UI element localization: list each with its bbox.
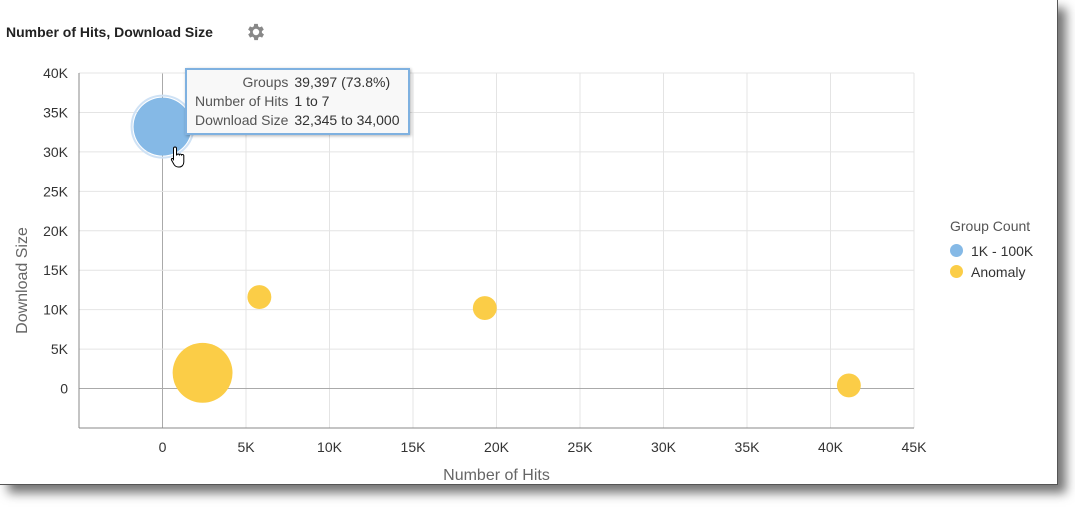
y-tick-label: 40K: [43, 65, 69, 81]
legend-swatch: [950, 244, 963, 257]
x-tick-label: 15K: [401, 439, 427, 455]
tooltip-label: Download Size: [195, 112, 289, 128]
x-tick-label: 25K: [568, 439, 594, 455]
x-tick-label: 40K: [818, 439, 844, 455]
y-tick-label: 15K: [43, 262, 69, 278]
x-tick-label: 35K: [735, 439, 761, 455]
legend: Group Count 1K - 100K Anomaly: [950, 218, 1033, 282]
legend-label: Anomaly: [971, 263, 1026, 280]
legend-item-anomaly[interactable]: Anomaly: [950, 261, 1033, 282]
y-tick-label: 5K: [51, 341, 69, 357]
chart-panel: [0, 0, 1058, 485]
tooltip-row: Groups 39,397 (73.8%): [192, 73, 403, 92]
x-axis-title: Number of Hits: [443, 467, 550, 484]
tooltip: Groups 39,397 (73.8%) Number of Hits 1 to …: [185, 68, 410, 135]
legend-title: Group Count: [950, 218, 1031, 234]
gear-icon[interactable]: [245, 21, 267, 43]
x-tick-label: 5K: [237, 439, 255, 455]
tooltip-value: 1 to 7: [294, 93, 330, 109]
chart-title: Number of Hits, Download Size: [6, 24, 213, 40]
legend-swatch: [950, 265, 963, 278]
y-tick-label: 0: [60, 381, 68, 397]
y-tick-label: 25K: [43, 183, 69, 199]
bubble[interactable]: [472, 296, 497, 321]
tooltip-label: Number of Hits: [195, 93, 289, 109]
tooltip-value: 39,397 (73.8%): [294, 74, 391, 90]
legend-label: 1K - 100K: [971, 242, 1034, 259]
y-tick-label: 30K: [43, 144, 69, 160]
tooltip-row: Number of Hits 1 to 7: [192, 92, 403, 111]
x-tick-label: 0: [159, 439, 167, 455]
tooltip-row: Download Size 32,345 to 34,000: [192, 111, 403, 130]
x-tick-label: 45K: [902, 439, 928, 455]
x-tick-label: 20K: [484, 439, 510, 455]
bubble[interactable]: [172, 342, 233, 403]
y-axis-title: Download Size: [14, 227, 31, 334]
tooltip-label: Groups: [242, 74, 289, 90]
y-tick-label: 10K: [43, 302, 69, 318]
x-tick-label: 30K: [651, 439, 677, 455]
y-tick-label: 20K: [43, 223, 69, 239]
hand-cursor-icon: [170, 146, 185, 168]
bubble[interactable]: [247, 285, 272, 310]
tooltip-value: 32,345 to 34,000: [294, 112, 400, 128]
bubble[interactable]: [836, 373, 861, 398]
y-tick-label: 35K: [43, 104, 69, 120]
bubble[interactable]: [133, 97, 192, 156]
x-tick-label: 10K: [317, 439, 343, 455]
legend-item-1k-100k[interactable]: 1K - 100K: [950, 240, 1033, 261]
